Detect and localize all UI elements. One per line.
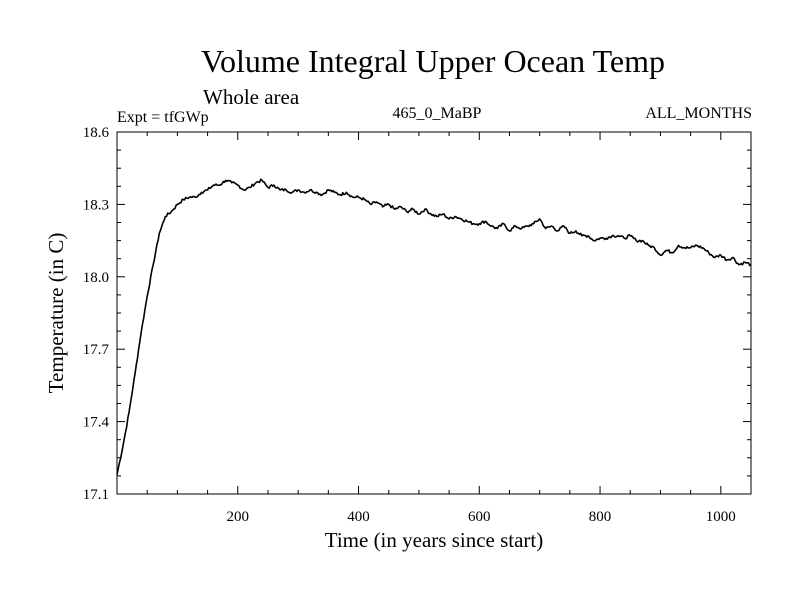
x-tick-label: 800 [589,509,612,525]
y-tick-label: 17.1 [83,487,109,503]
period-label: 465_0_MaBP [393,105,482,122]
x-tick-label: 400 [347,509,370,525]
y-tick-label: 18.6 [83,125,110,141]
experiment-label: Expt = tfGWp [117,109,209,126]
y-axis-ticks: 17.1 17.4 17.7 18.0 18.3 18.6 [83,125,751,503]
x-axis-label: Time (in years since start) [325,528,544,552]
x-tick-label: 1000 [706,509,736,525]
chart-title: Volume Integral Upper Ocean Temp [201,43,665,79]
y-tick-label: 17.4 [83,415,110,431]
series-line [116,178,752,475]
x-tick-label: 200 [227,509,250,525]
y-tick-label: 18.0 [83,270,109,286]
y-tick-label: 18.3 [83,197,109,213]
x-axis-ticks: 200 400 600 800 1000 [146,132,736,525]
series-layer [116,178,752,475]
y-tick-label: 17.7 [83,342,110,358]
y-axis-label: Temperature (in C) [44,233,68,394]
chart-subtitle: Whole area [203,85,300,109]
x-tick-label: 600 [468,509,491,525]
months-label: ALL_MONTHS [645,105,752,122]
